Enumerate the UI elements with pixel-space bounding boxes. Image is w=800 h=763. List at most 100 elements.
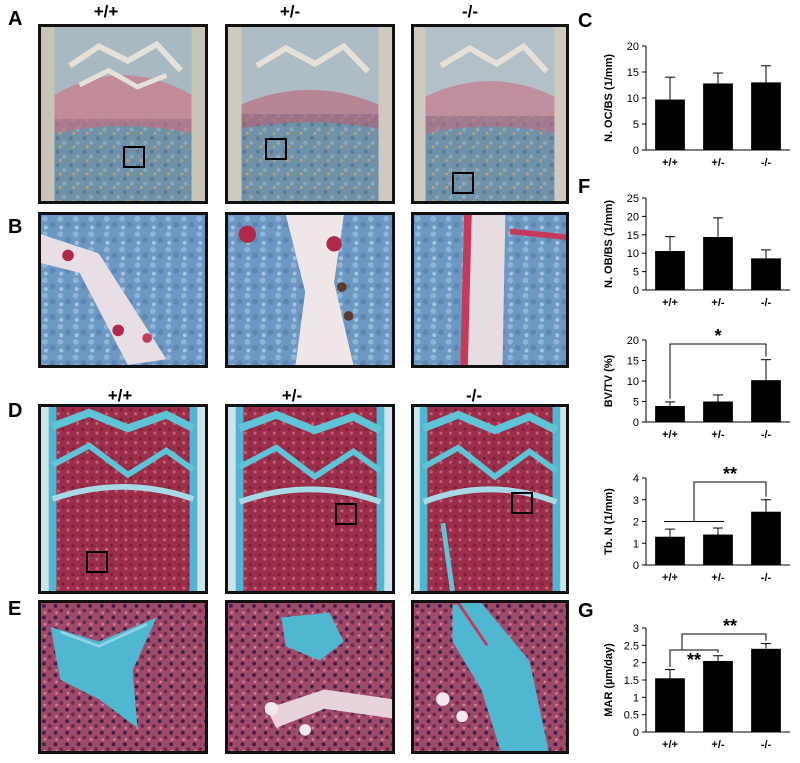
x-tick-label: -/- [761,297,772,309]
roi-box-masson-het [335,503,357,525]
y-tick-label: 2 [633,517,639,529]
y-tick-label: 4 [633,473,639,485]
x-tick-label: -/- [761,429,772,441]
y-axis-label: BV/TV (%) [603,354,615,407]
roi-box-masson-ko [511,492,533,514]
panel-label-f: F [578,176,591,198]
y-tick-label: 1 [633,538,639,550]
trap-ko-overview [411,24,569,204]
trap-het-overview [225,24,395,204]
chart-g-mar: 0 0.5 1 1.5 2 2.5 3 MAR (µm/day) +/+ +/- -/- ** ** [588,600,798,758]
y-tick-label: 0.5 [624,710,639,722]
y-axis-label: N. OC/BS (1/mm) [603,54,615,142]
header-ko-top: -/- [461,2,479,21]
y-tick-label: 3 [633,623,639,635]
masson-ko-detail [411,600,569,754]
trap-wt-detail [38,212,208,368]
x-tick-label: -/- [761,739,772,751]
bar [655,536,685,565]
trap-ko-detail [411,212,569,368]
header-het-d: +/- [281,386,303,405]
bar [703,237,733,290]
x-tick-label: +/+ [662,429,678,441]
x-tick-label: +/+ [662,572,678,584]
roi-box-wt [123,146,145,168]
bar [751,258,781,290]
x-tick-label: +/- [711,297,724,309]
x-tick-label: -/- [761,157,772,169]
panel-label-b: B [8,216,23,238]
chart-svg: 0 1 2 3 4 Tb. N (1/mm) +/+ +/- -/- ** [603,464,790,584]
y-tick-label: 10 [627,248,639,260]
roi-box-ko [452,172,474,194]
significance-star: ** [723,616,737,636]
bar [655,406,685,422]
x-tick-label: +/- [711,739,724,751]
chart-f-nob-bs: 0 5 10 15 20 25 N. OB/BS (1/mm) +/+ +/- -/- [588,188,798,316]
chart-svg: 0 0.5 1 1.5 2 2.5 3 MAR (µm/day) +/+ +/- -/- ** ** [603,616,790,751]
trap-wt-overview [38,24,208,204]
bar [751,82,781,150]
roi-box-het [265,138,287,160]
y-tick-label: 10 [627,93,639,105]
x-tick-label: +/- [711,572,724,584]
significance-bracket [669,343,767,399]
y-tick-label: 15 [627,67,639,79]
bar [655,99,685,150]
header-ko-d: -/- [465,386,483,405]
significance-bracket [669,649,719,667]
y-tick-label: 1 [633,692,639,704]
panel-label-e: E [8,598,22,620]
y-tick-label: 15 [627,356,639,368]
bar [751,648,781,732]
chart-svg: 0 5 10 15 20 BV/TV (%) +/+ +/- -/- * [603,326,790,441]
y-axis-label: N. OB/BS (1/mm) [603,200,615,288]
bar [655,250,685,290]
header-het-top: +/- [279,2,301,21]
panel-label-a: A [8,8,23,30]
masson-het-overview [225,404,395,594]
x-tick-label: +/+ [662,739,678,751]
chart-svg: 0 5 10 15 20 N. OC/BS (1/mm) +/+ +/- -/- [603,41,790,169]
masson-wt-detail [38,600,208,754]
panel-label-d: D [8,400,23,422]
x-tick-label: -/- [761,572,772,584]
chart-f-bv-tv: 0 5 10 15 20 BV/TV (%) +/+ +/- -/- * [588,318,798,448]
significance-star: * [714,326,721,346]
y-tick-label: 0 [633,727,639,739]
bar [703,660,733,732]
y-tick-label: 20 [627,41,639,53]
chart-c-noc-bs: 0 5 10 15 20 N. OC/BS (1/mm) +/+ +/- -/- [588,36,798,176]
y-tick-label: 2 [633,658,639,670]
y-tick-label: 1.5 [624,675,639,687]
bar [751,511,781,565]
masson-het-detail [225,600,395,754]
y-tick-label: 5 [633,397,639,409]
y-tick-label: 20 [627,211,639,223]
x-tick-label: +/+ [662,157,678,169]
bar [703,534,733,565]
bar [655,678,685,732]
y-axis-label: Tb. N (1/mm) [603,488,615,555]
roi-box-masson-wt [86,551,108,573]
y-tick-label: 2.5 [624,640,639,652]
header-wt-d: +/+ [107,386,133,405]
masson-ko-overview [411,404,569,594]
masson-wt-overview [38,404,208,594]
y-tick-label: 0 [633,560,639,572]
panel-label-c: C [578,10,593,32]
x-tick-label: +/- [711,157,724,169]
significance-bracket [693,481,767,522]
y-tick-label: 10 [627,376,639,388]
y-tick-label: 0 [633,285,639,297]
bar [703,83,733,150]
chart-svg: 0 5 10 15 20 25 N. OB/BS (1/mm) +/+ +/- -/- [603,193,790,309]
x-tick-label: +/+ [662,297,678,309]
y-tick-label: 3 [633,495,639,507]
significance-star: ** [687,650,701,670]
y-tick-label: 20 [627,335,639,347]
y-tick-label: 0 [633,145,639,157]
x-tick-label: +/- [711,429,724,441]
header-wt-top: +/+ [93,2,119,21]
bar [751,380,781,422]
